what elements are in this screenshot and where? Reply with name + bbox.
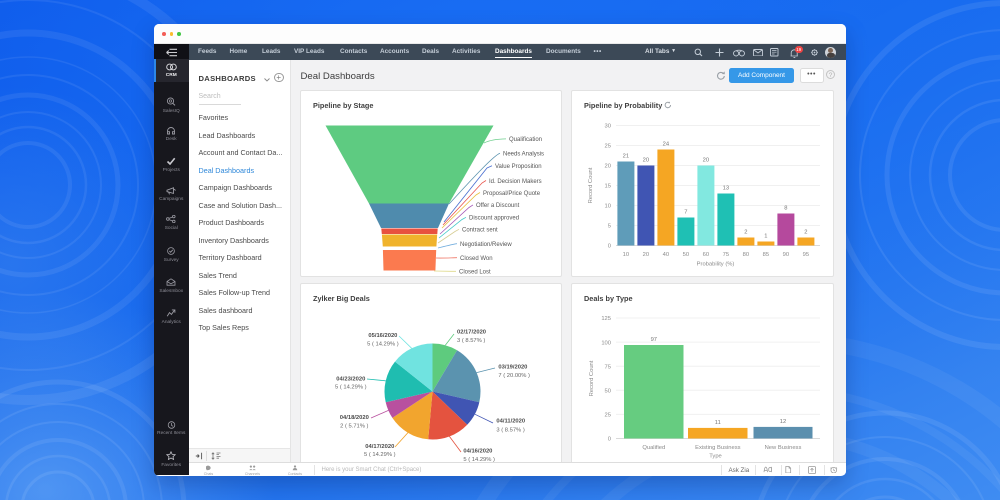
svg-text:7 ( 20.00% ): 7 ( 20.00% ) — [498, 373, 530, 379]
svg-text:Offer a Discount: Offer a Discount — [476, 203, 520, 209]
svg-text:24: 24 — [662, 141, 669, 147]
svg-text:90: 90 — [782, 252, 788, 258]
svg-text:85: 85 — [762, 252, 768, 258]
svg-text:Closed Lost: Closed Lost — [459, 269, 491, 275]
svg-text:Probability (%): Probability (%) — [696, 261, 734, 267]
svg-text:04/16/2020: 04/16/2020 — [463, 448, 492, 454]
svg-text:Value Proposition: Value Proposition — [495, 164, 542, 170]
svg-text:20: 20 — [642, 252, 648, 258]
svg-text:50: 50 — [682, 252, 688, 258]
svg-text:Record Count: Record Count — [588, 167, 594, 203]
svg-text:5 ( 14.29% ): 5 ( 14.29% ) — [335, 384, 367, 390]
svg-text:50: 50 — [604, 388, 610, 394]
svg-text:80: 80 — [742, 252, 748, 258]
svg-text:5: 5 — [607, 223, 610, 229]
svg-text:Closed Won: Closed Won — [460, 256, 493, 262]
svg-text:100: 100 — [601, 340, 611, 346]
svg-text:New Business: New Business — [764, 445, 801, 451]
svg-text:0: 0 — [607, 243, 610, 249]
svg-text:97: 97 — [650, 337, 656, 343]
svg-text:5 ( 14.29% ): 5 ( 14.29% ) — [364, 452, 396, 458]
svg-text:25: 25 — [604, 143, 610, 149]
svg-text:04/23/2020: 04/23/2020 — [336, 376, 365, 382]
svg-text:Existing Business: Existing Business — [695, 445, 741, 451]
svg-text:Needs Analysis: Needs Analysis — [503, 151, 544, 157]
svg-text:Id. Decision Makers: Id. Decision Makers — [489, 179, 542, 185]
svg-text:95: 95 — [802, 252, 808, 258]
svg-text:5 ( 14.29% ): 5 ( 14.29% ) — [367, 341, 399, 347]
svg-text:75: 75 — [722, 252, 728, 258]
svg-text:20: 20 — [702, 157, 708, 163]
svg-text:2: 2 — [804, 229, 807, 235]
svg-text:Qualified: Qualified — [642, 445, 665, 451]
svg-text:20: 20 — [642, 157, 648, 163]
svg-text:5 ( 14.29% ): 5 ( 14.29% ) — [463, 457, 495, 463]
svg-text:25: 25 — [604, 412, 610, 418]
svg-text:2: 2 — [744, 229, 747, 235]
svg-text:1: 1 — [764, 233, 767, 239]
svg-text:04/11/2020: 04/11/2020 — [496, 418, 525, 424]
svg-text:Contract sent: Contract sent — [462, 227, 498, 233]
svg-text:30: 30 — [604, 123, 610, 129]
svg-text:8: 8 — [784, 205, 787, 211]
svg-text:11: 11 — [714, 420, 720, 426]
svg-text:3 ( 8.57% ): 3 ( 8.57% ) — [457, 338, 485, 344]
svg-text:05/16/2020: 05/16/2020 — [368, 333, 397, 339]
svg-text:125: 125 — [601, 316, 611, 322]
svg-text:Negotiation/Review: Negotiation/Review — [460, 242, 512, 248]
svg-text:15: 15 — [604, 183, 610, 189]
svg-text:02/17/2020: 02/17/2020 — [457, 329, 486, 335]
svg-text:10: 10 — [604, 203, 610, 209]
svg-text:Proposal/Price Quote: Proposal/Price Quote — [483, 191, 541, 197]
svg-text:21: 21 — [622, 153, 628, 159]
svg-text:0: 0 — [607, 436, 610, 442]
svg-text:7: 7 — [684, 209, 687, 215]
svg-text:Qualification: Qualification — [509, 137, 542, 143]
svg-text:10: 10 — [622, 252, 628, 258]
svg-text:75: 75 — [604, 364, 610, 370]
svg-text:13: 13 — [722, 185, 728, 191]
svg-text:Discount approved: Discount approved — [469, 215, 519, 221]
svg-text:2 ( 5.71% ): 2 ( 5.71% ) — [340, 423, 368, 429]
svg-text:04/17/2020: 04/17/2020 — [365, 444, 394, 450]
svg-text:3 ( 8.57% ): 3 ( 8.57% ) — [496, 427, 524, 433]
svg-text:Type: Type — [709, 453, 722, 459]
svg-text:Record Count: Record Count — [589, 360, 595, 396]
svg-text:40: 40 — [662, 252, 668, 258]
svg-text:20: 20 — [604, 163, 610, 169]
svg-text:04/18/2020: 04/18/2020 — [339, 415, 368, 421]
svg-text:03/19/2020: 03/19/2020 — [498, 364, 527, 370]
svg-text:12: 12 — [779, 419, 785, 425]
svg-text:60: 60 — [702, 252, 708, 258]
